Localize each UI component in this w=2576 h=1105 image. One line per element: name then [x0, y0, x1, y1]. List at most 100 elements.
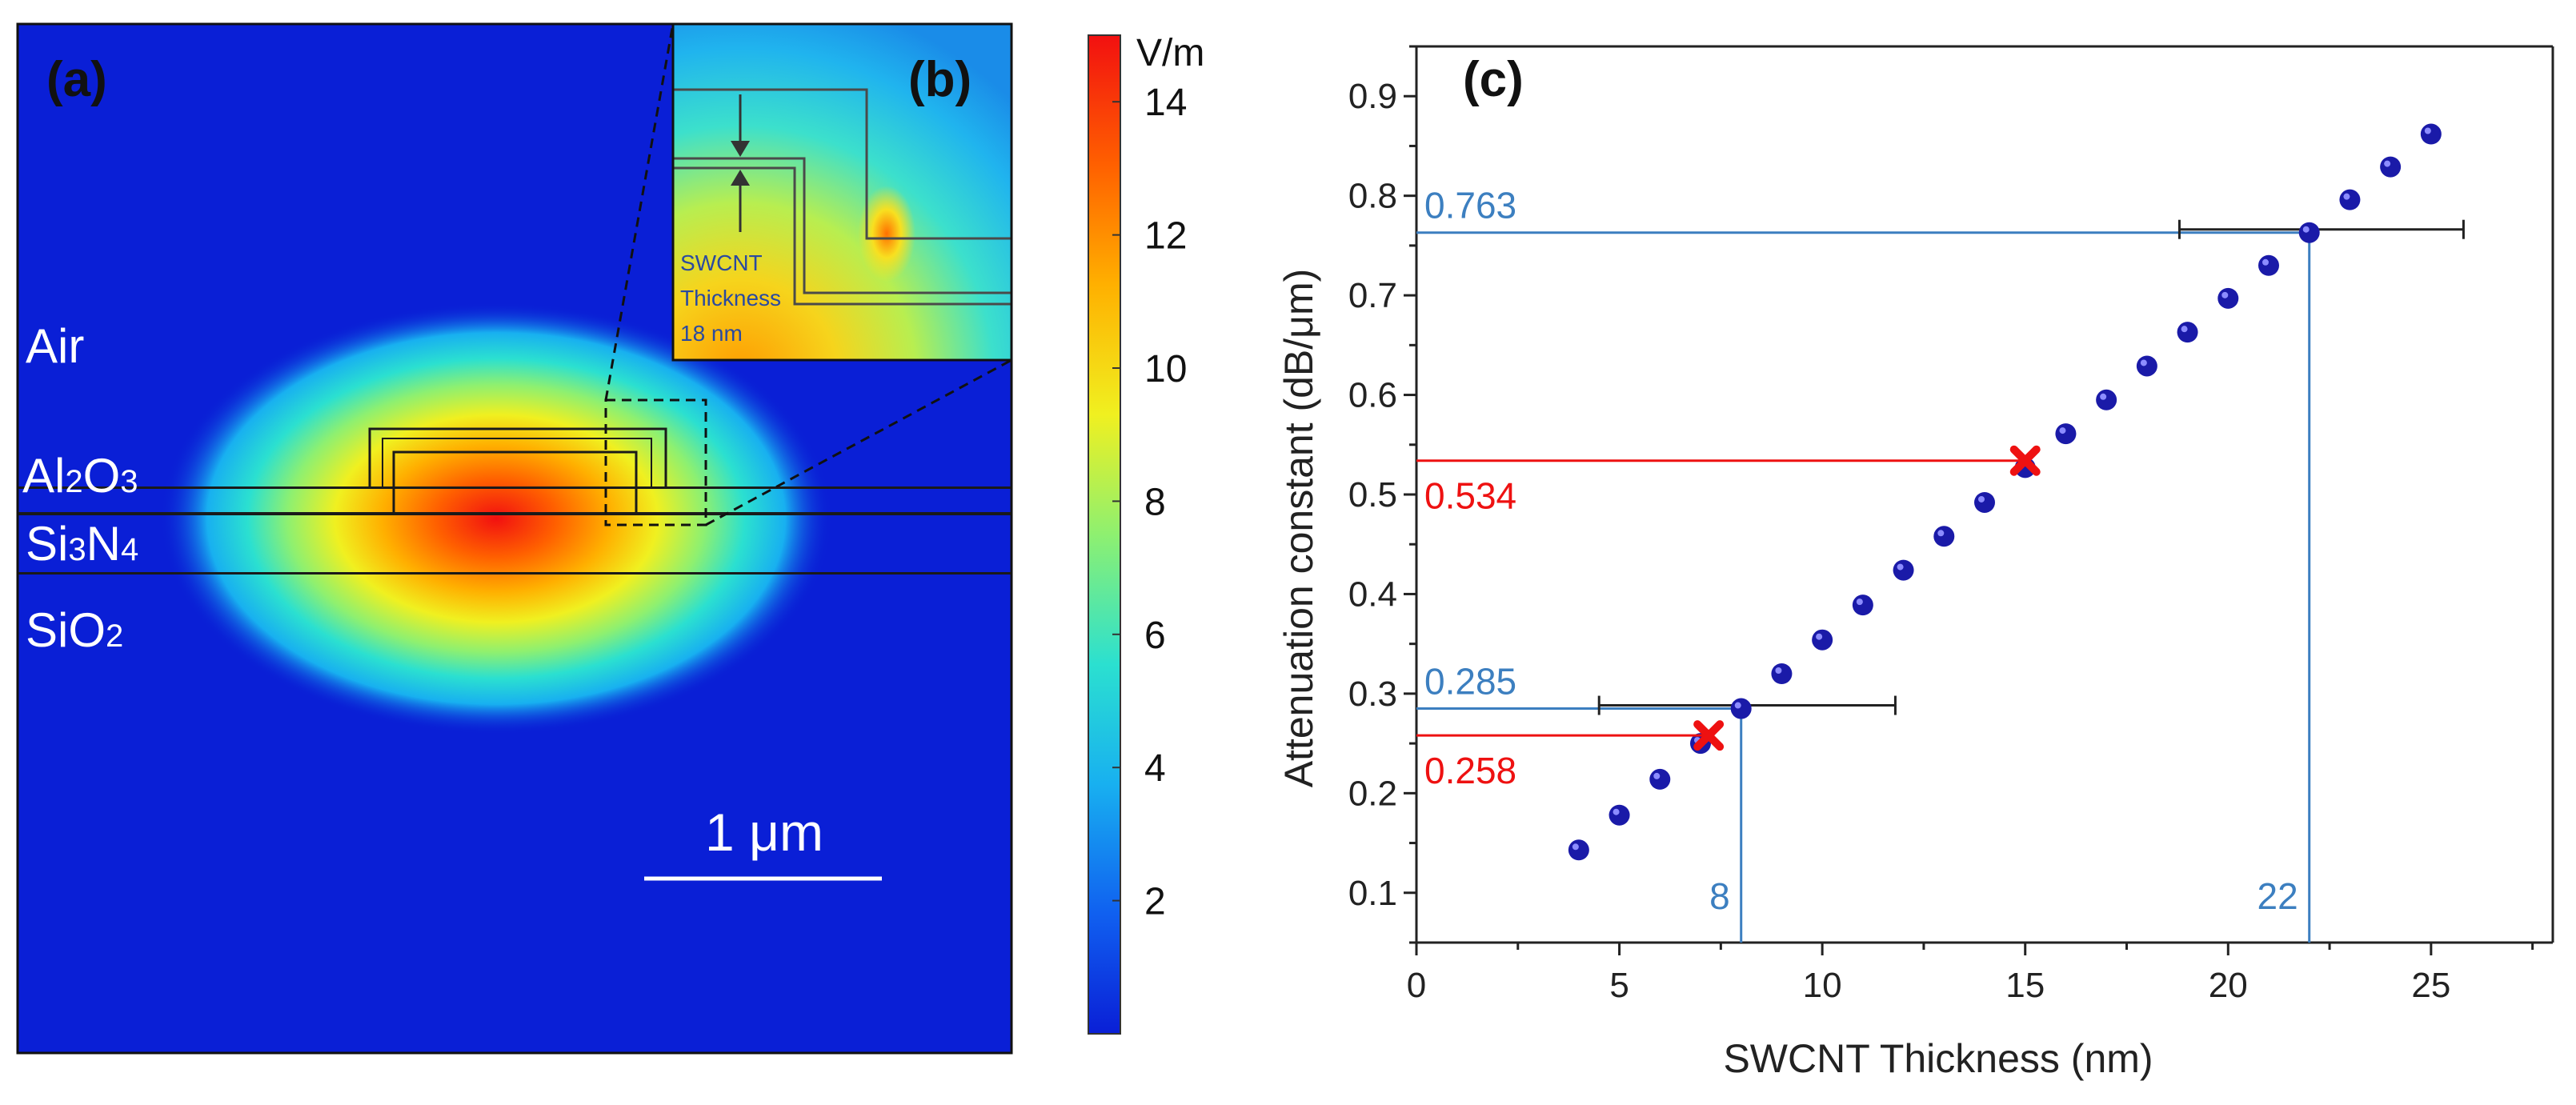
thickness-arrowhead-top: [731, 141, 750, 157]
inset-corner-hotspot: [858, 186, 915, 282]
layer-label-air: Air: [26, 319, 84, 373]
x-tick-label: 0: [1407, 966, 1426, 1005]
data-point-highlight: [1937, 530, 1945, 537]
data-point: [1608, 804, 1630, 826]
colorbar-ticks: 2 4 6 8 10 12 14: [1112, 82, 1187, 923]
data-point-highlight: [1978, 495, 1985, 502]
data-point-highlight: [1572, 843, 1579, 851]
data-point: [1974, 491, 1995, 513]
data-point-highlight: [2100, 393, 2107, 400]
data-point: [2298, 222, 2320, 243]
data-point-highlight: [2059, 427, 2066, 434]
panel-b-label: (b): [908, 52, 972, 107]
x-tick-label: 5: [1609, 966, 1629, 1005]
measured-marker: [1693, 720, 1725, 751]
layer-boundary-al2o3: [18, 486, 1012, 489]
data-point: [2380, 156, 2402, 178]
colorbar-tick-label: 6: [1144, 615, 1166, 657]
inset-annotation-line-1: SWCNT: [680, 250, 763, 275]
data-point: [2055, 423, 2077, 445]
colorbar-tick-label: 14: [1144, 82, 1187, 124]
data-point: [1568, 839, 1589, 861]
data-point: [1812, 629, 1833, 651]
field-map-frame: [16, 22, 1013, 1055]
coating-outline-sidewall: [382, 438, 652, 489]
data-point: [1852, 595, 1873, 616]
coating-outline-inner: [392, 450, 638, 514]
inset-outline-outer: [673, 88, 1012, 240]
colorbar-unit: V/m: [1136, 32, 1204, 74]
measured-points: 0.258 0.534: [1416, 445, 2041, 791]
data-point-highlight: [1897, 563, 1904, 571]
panel-a-label: (a): [46, 52, 107, 107]
scale-bar-label: 1 μm: [705, 803, 823, 862]
data-point: [2136, 355, 2157, 377]
data-point: [2339, 189, 2361, 210]
reference-x-label: 22: [2258, 875, 2298, 917]
layer-boundary-si3n4: [18, 512, 1012, 515]
y-tick-label: 0.2: [1348, 774, 1397, 813]
data-point: [2096, 389, 2117, 410]
x-tick-label: 25: [2411, 966, 2450, 1005]
measured-y-label: 0.534: [1424, 475, 1516, 517]
data-point-highlight: [2181, 326, 2188, 333]
x-tick-label: 10: [1803, 966, 1842, 1005]
panel-c-label: (c): [1463, 52, 1524, 107]
layer-label-al2o3: Al2O3: [22, 449, 138, 502]
data-point: [1771, 663, 1793, 684]
reference-x-label: 8: [1709, 875, 1730, 917]
colorbar-tick-label: 12: [1144, 215, 1187, 258]
y-tick-label: 0.6: [1348, 376, 1397, 415]
y-tick-label: 0.7: [1348, 276, 1397, 315]
colorbar: V/m 2 4 6 8 10 12 14: [1088, 32, 1204, 1035]
measured-marker: [2009, 445, 2041, 476]
thickness-arrowhead-bottom: [731, 170, 750, 186]
reference-y-label: 0.285: [1424, 661, 1516, 703]
zoom-region-box: [604, 398, 707, 526]
x-axis-title: SWCNT Thickness (nm): [1723, 1036, 2153, 1081]
data-point-highlight: [2384, 160, 2391, 167]
data-point: [1730, 698, 1752, 719]
colorbar-tick-label: 4: [1144, 747, 1166, 790]
inset-outline-inner: [673, 166, 1012, 306]
zoom-inset-panel: (b) SWCNT Thickness 18 nm: [671, 22, 1013, 362]
colorbar-gradient: [1088, 34, 1121, 1035]
reference-annotations: 0.285 8 0.763 22: [1416, 185, 2465, 943]
optical-mode-hotspot: [160, 302, 832, 735]
data-point-highlight: [1653, 772, 1661, 779]
data-point: [1933, 526, 1955, 547]
data-point-highlight: [1734, 702, 1741, 709]
inset-annotation-line-2: Thickness: [680, 286, 781, 310]
x-tick-label: 15: [2005, 966, 2045, 1005]
attenuation-chart: 0 5 10 15 20 25 0.1 0.2 0.3 0.4 0.5 0.6 0.7 0.8 0.9 0…: [1276, 45, 2554, 1081]
data-point: [2258, 254, 2279, 276]
coating-outline-outer: [368, 427, 667, 489]
measured-y-label: 0.258: [1424, 750, 1516, 791]
inset-outline-middle: [673, 157, 1012, 294]
colorbar-tick-label: 8: [1144, 481, 1166, 523]
layer-label-sio2: SiO2: [26, 603, 123, 657]
data-point-highlight: [1775, 667, 1782, 674]
inset-frame: [671, 22, 1013, 362]
data-point-highlight: [2424, 127, 2431, 134]
x-tick-label: 20: [2209, 966, 2248, 1005]
x-axis-ticks: 0 5 10 15 20 25: [1407, 943, 2534, 1005]
data-point-highlight: [1816, 633, 1823, 640]
data-point: [1893, 559, 1914, 581]
data-point-highlight: [2140, 359, 2147, 366]
colorbar-tick-label: 10: [1144, 348, 1187, 390]
colorbar-tick-label: 2: [1144, 881, 1166, 923]
layer-boundary-sio2: [18, 572, 1012, 575]
y-tick-label: 0.9: [1348, 77, 1397, 116]
inset-annotation-line-3: 18 nm: [680, 321, 743, 346]
data-point-highlight: [2302, 226, 2310, 233]
y-tick-label: 0.4: [1348, 575, 1397, 614]
data-point: [1649, 768, 1671, 790]
y-tick-label: 0.8: [1348, 177, 1397, 216]
data-point-highlight: [1613, 808, 1620, 815]
y-axis-title: Attenuation constant (dB/μm): [1276, 269, 1321, 788]
zoom-connector-bottom: [705, 358, 1012, 526]
data-point: [2177, 322, 2198, 343]
data-point-highlight: [1856, 599, 1863, 606]
